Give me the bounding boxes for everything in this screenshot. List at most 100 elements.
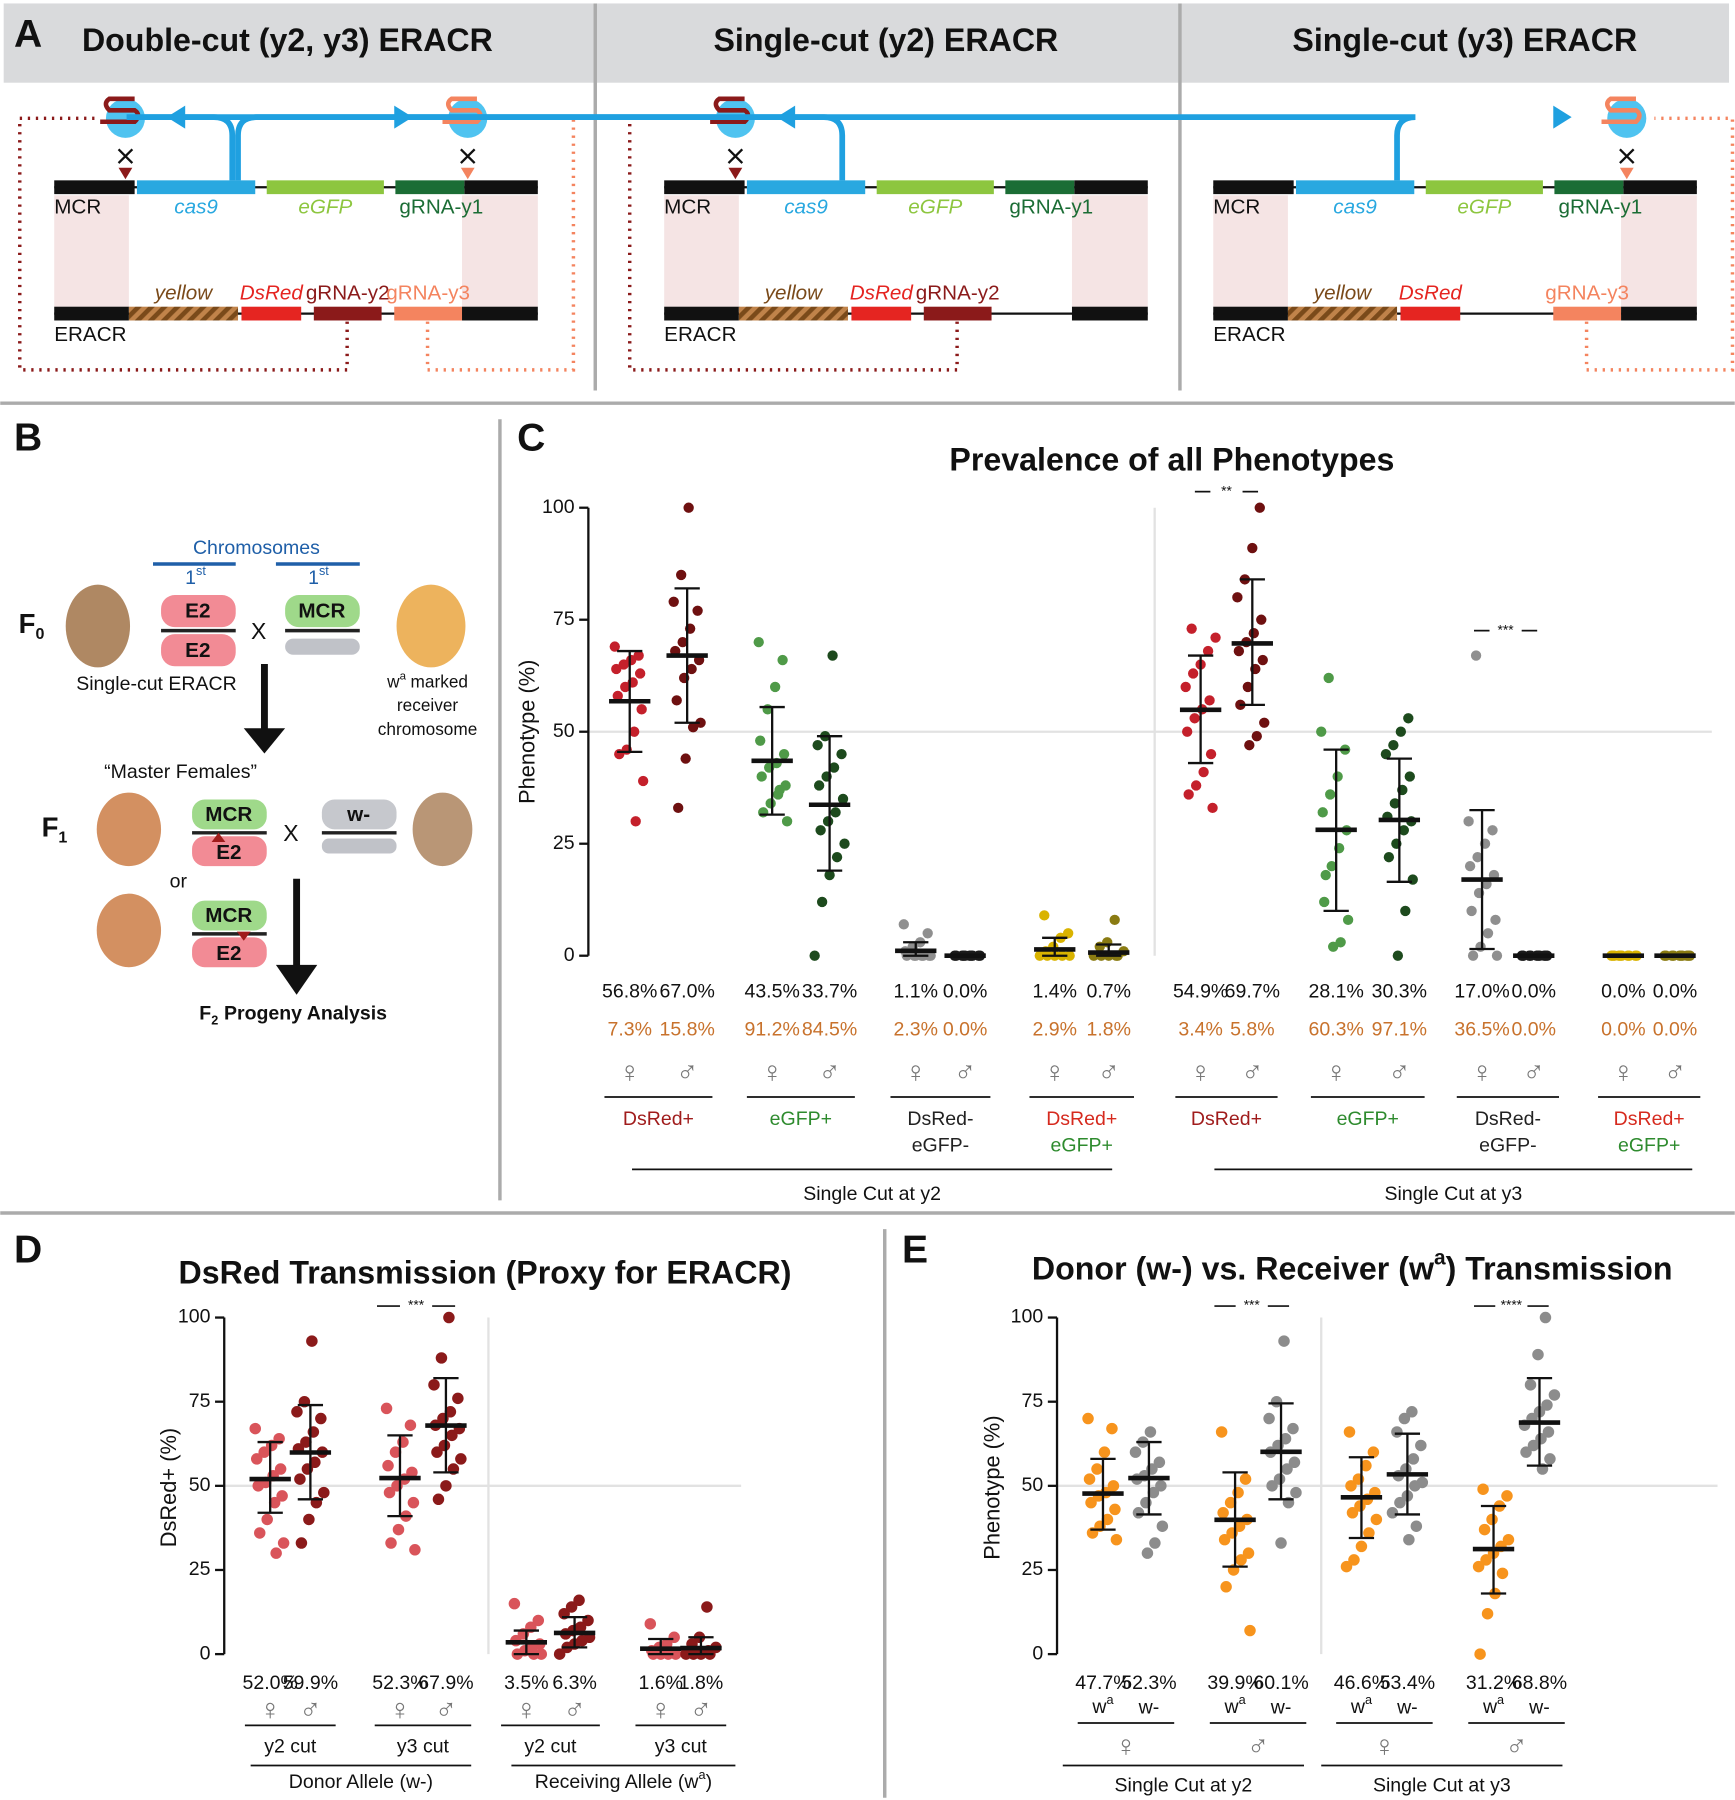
data-point — [268, 1496, 281, 1509]
chart-title-part: Donor (w-) vs. Receiver (w — [1032, 1250, 1435, 1286]
caption: receiver — [397, 695, 459, 715]
value-label: 6.3% — [552, 1672, 596, 1694]
significance-label: *** — [1498, 622, 1515, 637]
gen-letter: F — [199, 1002, 211, 1024]
chromosome — [192, 900, 267, 931]
data-point — [1083, 1473, 1096, 1485]
value-label: 0.0% — [943, 981, 987, 1003]
sex-symbol: ♂ — [435, 1693, 457, 1726]
scissors — [1619, 148, 1635, 164]
chromosome-end — [54, 180, 135, 195]
bracket-label: Single Cut at y2 — [803, 1183, 941, 1205]
category-label: w- — [1270, 1696, 1292, 1718]
chart-title: Prevalence of all Phenotypes — [949, 441, 1394, 477]
data-point — [1464, 860, 1476, 872]
data-point — [1477, 1483, 1489, 1495]
chromosome-end — [664, 306, 739, 321]
fly — [96, 792, 162, 867]
sex-symbol: ♀ — [1189, 1056, 1211, 1089]
sex-symbol: ♀ — [905, 1056, 927, 1089]
category-label-part: a — [1365, 1693, 1373, 1707]
secondary-label: 0.0% — [943, 1019, 987, 1041]
panel-title: Single-cut (y3) ERACR — [1292, 22, 1637, 58]
data-point — [1501, 1490, 1513, 1502]
data-point — [629, 726, 640, 737]
secondary-label: 7.3% — [607, 1019, 651, 1041]
secondary-label: 2.3% — [894, 1019, 938, 1041]
data-point — [443, 1311, 455, 1324]
gene — [1287, 306, 1398, 321]
sex-symbol: ♂ — [299, 1693, 321, 1726]
caption: “Master Females” — [104, 761, 257, 783]
fly — [412, 792, 473, 867]
data-point — [318, 1486, 330, 1499]
chromosome-end — [1071, 306, 1148, 321]
data-point — [1496, 1567, 1509, 1580]
data-point — [1248, 627, 1259, 639]
gene-label: gRNA-y3 — [386, 282, 470, 305]
data-point — [687, 722, 699, 733]
gene-label: gRNA-y2 — [306, 282, 390, 305]
data-point — [258, 1446, 270, 1458]
chromosome — [285, 595, 360, 628]
bracket-label: Receiving Allele (wa) — [535, 1768, 712, 1793]
value-label: 31.2% — [1466, 1672, 1521, 1694]
data-point — [813, 780, 825, 791]
significance-label: ** — [1221, 483, 1232, 498]
data-point — [809, 950, 820, 961]
homology — [1213, 195, 1288, 307]
data-point — [830, 807, 841, 818]
data-point — [1502, 1533, 1515, 1546]
data-point — [1034, 950, 1045, 961]
data-point — [446, 1429, 458, 1442]
data-point — [1263, 1412, 1275, 1425]
significance-label: *** — [408, 1298, 425, 1313]
data-point — [1180, 681, 1191, 693]
gene — [1425, 180, 1543, 195]
data-point — [444, 1406, 457, 1418]
data-point — [618, 659, 629, 670]
chromosome-label: MCR — [205, 904, 252, 927]
gene-label: DsRed — [240, 282, 305, 305]
panel-label: A — [14, 13, 42, 56]
data-point — [1091, 1463, 1103, 1475]
chromosomes-header: Chromosomes — [193, 537, 320, 559]
value-label: 54.9% — [1173, 981, 1228, 1003]
data-point — [1474, 1648, 1486, 1660]
y-tick-label: 25 — [1022, 1558, 1044, 1580]
ordinal-suffix: st — [319, 564, 329, 578]
data-point — [1348, 1554, 1360, 1566]
data-point — [1257, 654, 1268, 666]
y-tick-label: 50 — [189, 1474, 211, 1496]
fly — [396, 584, 466, 668]
data-point — [1345, 1480, 1357, 1492]
data-point — [1388, 739, 1399, 751]
value-label: 3.5% — [504, 1672, 548, 1694]
secondary-label: 97.1% — [1372, 1019, 1427, 1041]
data-point — [1400, 905, 1411, 917]
value-label: 52.0% — [243, 1672, 298, 1694]
data-point — [1207, 802, 1218, 814]
sex-symbol: ♂ — [1523, 1056, 1545, 1089]
data-point — [922, 928, 933, 939]
data-point — [270, 1547, 282, 1559]
gene-label: DsRed — [1399, 282, 1464, 305]
value-label: 67.9% — [418, 1672, 473, 1694]
data-point — [1340, 1560, 1353, 1573]
data-point — [1403, 713, 1414, 724]
subgroup-label: y3 cut — [397, 1735, 450, 1757]
sex-symbol: ♀ — [1044, 1056, 1066, 1089]
chromosome — [321, 799, 397, 830]
chromosome-end — [462, 306, 538, 321]
chromosome-label: E2 — [185, 600, 210, 623]
data-point — [1247, 542, 1258, 554]
data-point — [1342, 914, 1354, 926]
data-point — [677, 636, 688, 648]
chromosome-label: ERACR — [1213, 323, 1285, 346]
chromosome-label: w- — [346, 803, 370, 826]
sex-symbol: ♀ — [650, 1693, 672, 1726]
data-point — [1224, 1496, 1237, 1509]
data-point — [1478, 1523, 1491, 1536]
cut-site — [236, 931, 251, 941]
data-point — [1149, 1537, 1161, 1549]
